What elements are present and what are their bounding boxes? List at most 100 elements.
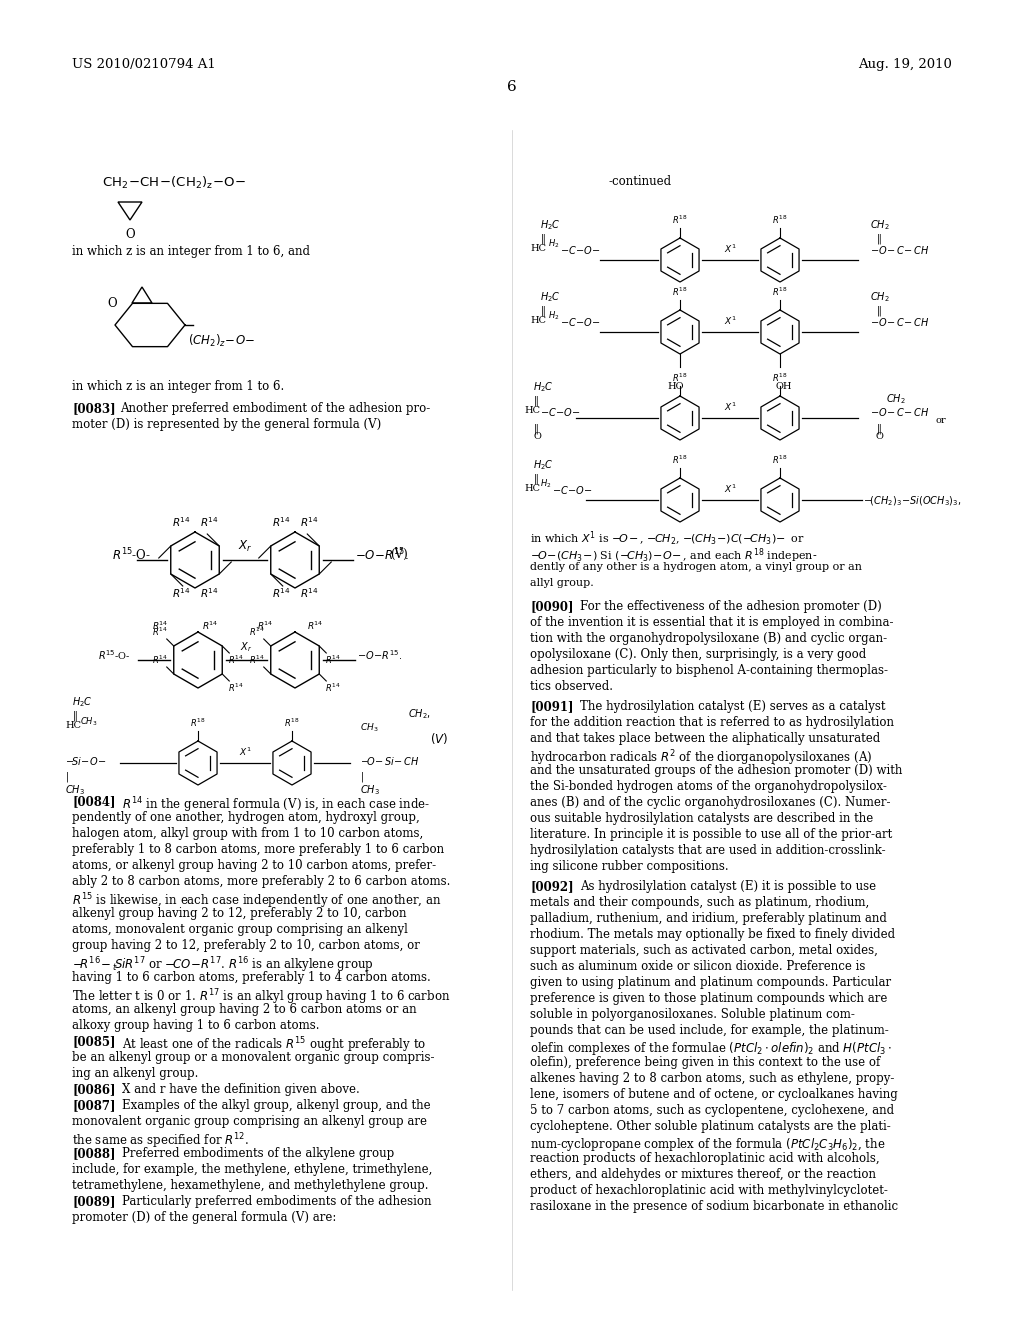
Text: $R^{18}$: $R^{18}$ bbox=[672, 214, 688, 226]
Text: $R^{14}$: $R^{14}$ bbox=[172, 586, 190, 599]
Text: $\|$: $\|$ bbox=[876, 304, 882, 318]
Text: pendently of one another, hydrogen atom, hydroxyl group,: pendently of one another, hydrogen atom,… bbox=[72, 810, 420, 824]
Text: $X^1$: $X^1$ bbox=[239, 746, 251, 758]
Text: O: O bbox=[534, 432, 541, 441]
Text: $R^{14}$: $R^{14}$ bbox=[249, 653, 264, 667]
Text: or: or bbox=[936, 416, 946, 425]
Text: literature. In principle it is possible to use all of the prior-art: literature. In principle it is possible … bbox=[530, 828, 892, 841]
Text: $X^1$: $X^1$ bbox=[724, 243, 736, 255]
Text: $CH_2,$: $CH_2,$ bbox=[408, 708, 431, 721]
Text: As hydrosilylation catalyst (E) it is possible to use: As hydrosilylation catalyst (E) it is po… bbox=[580, 880, 877, 894]
Text: monovalent organic group comprising an alkenyl group are: monovalent organic group comprising an a… bbox=[72, 1115, 427, 1129]
Text: tics observed.: tics observed. bbox=[530, 680, 613, 693]
Text: given to using platinum and platinum compounds. Particular: given to using platinum and platinum com… bbox=[530, 975, 891, 989]
Text: $\|$: $\|$ bbox=[876, 232, 882, 246]
Text: $R^{18}$: $R^{18}$ bbox=[772, 454, 787, 466]
Text: [0084]: [0084] bbox=[72, 795, 116, 808]
Text: $R^{18}$: $R^{18}$ bbox=[672, 372, 688, 384]
Text: $R^{14}$: $R^{14}$ bbox=[326, 653, 341, 667]
Text: $CH_2$: $CH_2$ bbox=[870, 218, 890, 232]
Text: The letter t is 0 or 1. $R^{17}$ is an alkyl group having 1 to 6 carbon: The letter t is 0 or 1. $R^{17}$ is an a… bbox=[72, 987, 451, 1007]
Text: OH: OH bbox=[776, 381, 793, 391]
Text: [0089]: [0089] bbox=[72, 1195, 116, 1208]
Text: promoter (D) of the general formula (V) are:: promoter (D) of the general formula (V) … bbox=[72, 1210, 336, 1224]
Text: $-C\!-\!O\!-$: $-C\!-\!O\!-$ bbox=[552, 484, 593, 496]
Text: $X^1$: $X^1$ bbox=[724, 483, 736, 495]
Text: $R^{15}$-O-: $R^{15}$-O- bbox=[112, 546, 151, 564]
Text: Another preferred embodiment of the adhesion pro-: Another preferred embodiment of the adhe… bbox=[120, 403, 430, 414]
Text: opolysiloxane (C). Only then, surprisingly, is a very good: opolysiloxane (C). Only then, surprising… bbox=[530, 648, 866, 661]
Text: $X^1$: $X^1$ bbox=[724, 400, 736, 413]
Text: $\|$: $\|$ bbox=[540, 232, 546, 246]
Text: halogen atom, alkyl group with from 1 to 10 carbon atoms,: halogen atom, alkyl group with from 1 to… bbox=[72, 828, 423, 840]
Text: the Si-bonded hydrogen atoms of the organohydropolysilox-: the Si-bonded hydrogen atoms of the orga… bbox=[530, 780, 887, 793]
Text: $R^{14}$: $R^{14}$ bbox=[152, 626, 168, 638]
Text: $|$: $|$ bbox=[360, 770, 364, 784]
Text: allyl group.: allyl group. bbox=[530, 578, 594, 587]
Text: and that takes place between the aliphatically unsaturated: and that takes place between the aliphat… bbox=[530, 733, 881, 744]
Text: $-\!O\!-\!(CH_3\!-\!)$ Si $(-\!CH_3)\!-\!O\!-$, and each $R^{18}$ indepen-: $-\!O\!-\!(CH_3\!-\!)$ Si $(-\!CH_3)\!-\… bbox=[530, 546, 817, 565]
Text: $H_2C$: $H_2C$ bbox=[540, 290, 561, 304]
Text: moter (D) is represented by the general formula (V): moter (D) is represented by the general … bbox=[72, 418, 381, 432]
Text: Particularly preferred embodiments of the adhesion: Particularly preferred embodiments of th… bbox=[122, 1195, 431, 1208]
Text: of the invention it is essential that it is employed in combina-: of the invention it is essential that it… bbox=[530, 616, 894, 630]
Text: ous suitable hydrosilylation catalysts are described in the: ous suitable hydrosilylation catalysts a… bbox=[530, 812, 873, 825]
Text: The hydrosilylation catalyst (E) serves as a catalyst: The hydrosilylation catalyst (E) serves … bbox=[580, 700, 886, 713]
Text: [0091]: [0091] bbox=[530, 700, 573, 713]
Text: $R^{15}$-O-: $R^{15}$-O- bbox=[98, 648, 131, 661]
Text: 6: 6 bbox=[507, 81, 517, 94]
Text: $R^{18}$: $R^{18}$ bbox=[672, 285, 688, 298]
Text: $|$: $|$ bbox=[65, 770, 69, 784]
Text: alkenes having 2 to 8 carbon atoms, such as ethylene, propy-: alkenes having 2 to 8 carbon atoms, such… bbox=[530, 1072, 894, 1085]
Text: tion with the organohydropolysiloxane (B) and cyclic organ-: tion with the organohydropolysiloxane (B… bbox=[530, 632, 887, 645]
Text: in which z is an integer from 1 to 6, and: in which z is an integer from 1 to 6, an… bbox=[72, 246, 310, 257]
Text: ing silicone rubber compositions.: ing silicone rubber compositions. bbox=[530, 861, 729, 873]
Text: HC: HC bbox=[530, 244, 546, 253]
Text: X and r have the definition given above.: X and r have the definition given above. bbox=[122, 1082, 359, 1096]
Text: [0086]: [0086] bbox=[72, 1082, 116, 1096]
Text: [0090]: [0090] bbox=[530, 601, 573, 612]
Text: support materials, such as activated carbon, metal oxides,: support materials, such as activated car… bbox=[530, 944, 878, 957]
Text: $-O\!-C\!-CH$: $-O\!-C\!-CH$ bbox=[870, 244, 930, 256]
Text: O: O bbox=[125, 228, 135, 242]
Text: HC: HC bbox=[524, 407, 540, 414]
Text: soluble in polyorganosiloxanes. Soluble platinum com-: soluble in polyorganosiloxanes. Soluble … bbox=[530, 1008, 855, 1020]
Text: $R^{14}$: $R^{14}$ bbox=[271, 515, 291, 529]
Text: US 2010/0210794 A1: US 2010/0210794 A1 bbox=[72, 58, 216, 71]
Text: $-\!(CH_2)_3\!-\!Si(OCH_3)_3,$: $-\!(CH_2)_3\!-\!Si(OCH_3)_3,$ bbox=[863, 494, 962, 508]
Text: At least one of the radicals $R^{15}$ ought preferably to: At least one of the radicals $R^{15}$ ou… bbox=[122, 1035, 426, 1055]
Text: HO: HO bbox=[668, 381, 684, 391]
Text: palladium, ruthenium, and iridium, preferably platinum and: palladium, ruthenium, and iridium, prefe… bbox=[530, 912, 887, 925]
Text: metals and their compounds, such as platinum, rhodium,: metals and their compounds, such as plat… bbox=[530, 896, 869, 909]
Text: $R^{18}$: $R^{18}$ bbox=[772, 214, 787, 226]
Text: $R^{14}$: $R^{14}$ bbox=[202, 620, 218, 632]
Text: $R^{14}$: $R^{14}$ bbox=[300, 586, 318, 599]
Text: $R^{18}$: $R^{18}$ bbox=[772, 285, 787, 298]
Text: $R^{14}$: $R^{14}$ bbox=[249, 626, 264, 638]
Text: $\|$: $\|$ bbox=[540, 304, 546, 318]
Text: [0085]: [0085] bbox=[72, 1035, 116, 1048]
Text: alkenyl group having 2 to 12, preferably 2 to 10, carbon: alkenyl group having 2 to 12, preferably… bbox=[72, 907, 407, 920]
Text: $-C\!-\!O\!-$: $-C\!-\!O\!-$ bbox=[560, 315, 601, 327]
Text: and the unsaturated groups of the adhesion promoter (D) with: and the unsaturated groups of the adhesi… bbox=[530, 764, 902, 777]
Text: num-cyclopropane complex of the formula $(PtCl_2C_3H_6)_2$, the: num-cyclopropane complex of the formula … bbox=[530, 1137, 886, 1152]
Text: $R^{14}$: $R^{14}$ bbox=[307, 620, 324, 632]
Text: pounds that can be used include, for example, the platinum-: pounds that can be used include, for exa… bbox=[530, 1024, 889, 1038]
Text: $R^{18}$: $R^{18}$ bbox=[190, 717, 206, 729]
Text: in which z is an integer from 1 to 6.: in which z is an integer from 1 to 6. bbox=[72, 380, 285, 393]
Text: $(CH_2)_z\!-\!O\!-$: $(CH_2)_z\!-\!O\!-$ bbox=[188, 333, 255, 348]
Text: $\|$: $\|$ bbox=[72, 709, 78, 723]
Text: $\|$: $\|$ bbox=[534, 393, 539, 408]
Text: $CH_3$: $CH_3$ bbox=[80, 715, 97, 727]
Text: $H_2$: $H_2$ bbox=[548, 238, 559, 251]
Text: in which $X^1$ is $-\!O\!-$, $-\!CH_2$, $-\!(CH_3\!-\!)C(-\!CH_3)\!-$ or: in which $X^1$ is $-\!O\!-$, $-\!CH_2$, … bbox=[530, 531, 805, 548]
Text: Aug. 19, 2010: Aug. 19, 2010 bbox=[858, 58, 952, 71]
Text: $X_r$: $X_r$ bbox=[241, 640, 253, 653]
Text: $\|$: $\|$ bbox=[876, 422, 882, 436]
Text: (V): (V) bbox=[390, 548, 408, 561]
Text: tetramethylene, hexamethylene, and methylethylene group.: tetramethylene, hexamethylene, and methy… bbox=[72, 1179, 428, 1192]
Text: product of hexachloroplatinic acid with methylvinylcyclotet-: product of hexachloroplatinic acid with … bbox=[530, 1184, 888, 1197]
Text: $CH_3$: $CH_3$ bbox=[360, 783, 380, 797]
Text: $-\!R^{16}\!-_t\!SiR^{17}$ or $-\!CO\!-\!R^{17}$. $R^{16}$ is an alkylene group: $-\!R^{16}\!-_t\!SiR^{17}$ or $-\!CO\!-\… bbox=[72, 954, 374, 974]
Text: $X_r$: $X_r$ bbox=[238, 539, 252, 554]
